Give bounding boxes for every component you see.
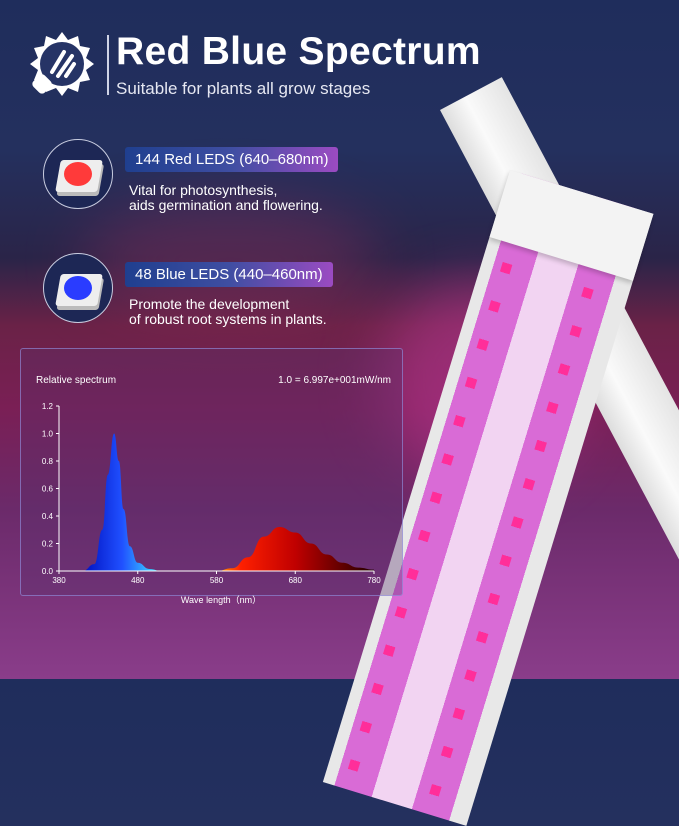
y-tick-label: 0.2 xyxy=(42,540,54,549)
chart-title: Relative spectrum xyxy=(36,375,116,386)
page-title: Red Blue Spectrum xyxy=(116,30,481,73)
desc-line: aids germination and flowering. xyxy=(129,197,323,213)
title-divider xyxy=(107,35,109,95)
x-tick-label: 780 xyxy=(367,576,381,585)
page-subtitle: Suitable for plants all grow stages xyxy=(116,79,371,98)
x-axis-label: Wave length（nm） xyxy=(181,595,261,605)
y-tick-label: 1.2 xyxy=(42,402,54,411)
desc-line: Promote the development xyxy=(129,296,290,312)
y-tick-label: 1.0 xyxy=(42,430,54,439)
x-tick-label: 380 xyxy=(52,576,66,585)
x-tick-label: 480 xyxy=(131,576,145,585)
red-led-badge: 144 Red LEDS (640–680nm) xyxy=(125,147,339,172)
y-tick-label: 0.4 xyxy=(42,512,54,521)
chart-annotation: 1.0 = 6.997e+001mW/nm xyxy=(278,375,391,386)
blue-led-icon xyxy=(43,253,113,323)
x-tick-label: 680 xyxy=(289,576,303,585)
y-tick-label: 0.8 xyxy=(42,457,54,466)
led-strip-right xyxy=(426,286,594,807)
spectrum-chart-panel: Relative spectrum 1.0 = 6.997e+001mW/nm … xyxy=(20,348,403,605)
y-tick-label: 0.6 xyxy=(42,485,54,494)
x-tick-label: 580 xyxy=(210,576,224,585)
red-led-description: Vital for photosynthesis, aids germinatio… xyxy=(129,183,323,213)
y-tick-label: 0.0 xyxy=(42,567,54,576)
spectrum-chart: Relative spectrum 1.0 = 6.997e+001mW/nm … xyxy=(36,375,391,605)
spectrum-series-1 xyxy=(216,527,374,571)
spectrum-series-0 xyxy=(82,433,162,571)
sun-bulb-icon xyxy=(30,32,94,96)
desc-line: Vital for photosynthesis, xyxy=(129,182,278,198)
red-led-icon xyxy=(43,139,113,209)
end-cap xyxy=(489,170,654,281)
blue-led-badge: 48 Blue LEDS (440–460nm) xyxy=(125,262,333,287)
background-glow xyxy=(80,200,380,320)
desc-line: of robust root systems in plants. xyxy=(129,311,327,327)
blue-led-description: Promote the development of robust root sy… xyxy=(129,297,327,327)
